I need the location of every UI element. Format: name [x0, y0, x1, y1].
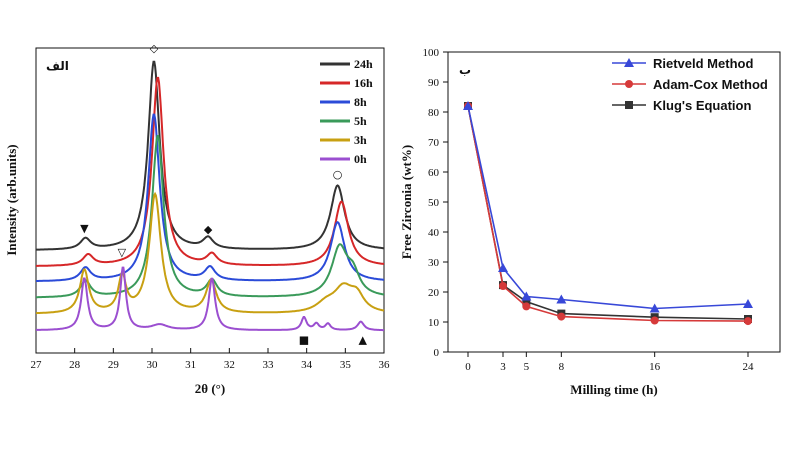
- zr-y-tick-label: 100: [423, 47, 440, 59]
- zirconia-x-ticks: 0 3 5 8 16 24: [465, 352, 754, 373]
- zr-point-Adam-Cox Method: [557, 312, 566, 321]
- xrd-series-16h: [36, 76, 385, 267]
- zr-legend-marker-Klug's Equation: [625, 101, 633, 109]
- zirconia-plot-frame: [447, 51, 781, 353]
- xrd-x-tick-label: 35: [340, 359, 352, 371]
- legend-label-16h: 16h: [354, 76, 373, 90]
- zirconia-y-ticks: 0 10 20 30 40 50 60 70 80 90 100: [423, 47, 448, 359]
- zr-x-tick-label: 0: [465, 361, 471, 373]
- legend-label-3h: 3h: [354, 133, 367, 147]
- zr-point-Klug's Equation: [522, 297, 531, 306]
- xrd-series-0h: [36, 266, 384, 332]
- zr-point-Rietveld Method: [521, 291, 532, 301]
- xrd-series-3h: [36, 191, 385, 315]
- zr-legend-label-Rietveld Method: Rietveld Method: [653, 56, 753, 71]
- legend-label-5h: 5h: [354, 114, 367, 128]
- zr-x-tick-label: 3: [500, 361, 506, 373]
- zirconia-panel-label: ب: [459, 63, 471, 77]
- zr-x-tick-label: 8: [559, 361, 565, 373]
- xrd-x-axis-label: 2θ (°): [195, 381, 225, 396]
- zr-point-Adam-Cox Method: [650, 316, 659, 325]
- phase-marker: ▲: [358, 333, 367, 346]
- zr-x-tick-label: 24: [743, 361, 755, 373]
- xrd-series-group: [36, 60, 385, 332]
- xrd-series-24h: [36, 60, 384, 251]
- zr-x-tick-label: 5: [524, 361, 530, 373]
- zr-point-Adam-Cox Method: [522, 302, 531, 311]
- legend-label-0h: 0h: [354, 152, 367, 166]
- xrd-plot-frame: [35, 47, 385, 354]
- zr-y-tick-label: 50: [428, 197, 440, 209]
- xrd-x-tick-label: 30: [147, 359, 159, 371]
- xrd-panel-label: الف: [46, 59, 69, 73]
- phase-marker: ◇: [150, 42, 159, 55]
- legend-label-24h: 24h: [354, 57, 373, 71]
- zr-point-Rietveld Method: [649, 303, 660, 313]
- phase-marker: ■: [299, 333, 309, 346]
- zr-point-Rietveld Method: [498, 263, 508, 272]
- phase-marker: ○: [333, 168, 343, 181]
- zr-point-Rietveld Method: [556, 294, 567, 304]
- zr-y-tick-label: 60: [428, 167, 440, 179]
- xrd-x-tick-label: 29: [108, 359, 120, 371]
- xrd-x-tick-label: 33: [263, 359, 275, 371]
- legend-label-8h: 8h: [354, 95, 367, 109]
- zr-line-Adam-Cox Method: [467, 105, 749, 322]
- zr-y-tick-label: 20: [428, 287, 440, 299]
- xrd-x-tick-label: 34: [301, 359, 313, 371]
- zr-y-tick-label: 90: [428, 77, 440, 89]
- zr-y-tick-label: 10: [428, 317, 440, 329]
- zirconia-series-group: [463, 101, 753, 326]
- zirconia-panel: 0 10 20 30 40 50 60 70 80 90 100 0 3 5 8 16 24 Rietveld…: [399, 47, 781, 397]
- phase-marker: ▼: [80, 222, 89, 235]
- zr-x-tick-label: 16: [649, 361, 661, 373]
- xrd-legend: 24h 16h 8h 5h 3h 0h: [320, 57, 373, 166]
- xrd-panel: ▼ ◇ ◆ ○ ▽ ■ ▲ 27 28 29 30 31 32 33 34 35 36 24h 16h 8h 5h 3…: [4, 42, 390, 396]
- xrd-y-axis-label: Intensity (arb.units): [4, 144, 19, 255]
- zr-legend-label-Klug's Equation: Klug's Equation: [653, 98, 751, 113]
- xrd-x-tick-label: 36: [379, 359, 391, 371]
- zr-point-Rietveld Method: [743, 299, 753, 308]
- zirconia-y-axis-label: Free Zirconia (wt%): [399, 145, 414, 259]
- xrd-series-8h: [36, 113, 384, 282]
- xrd-phase-markers: ▼ ◇ ◆ ○ ▽ ■ ▲: [80, 42, 367, 347]
- zr-legend-marker-Rietveld Method: [624, 58, 634, 67]
- phase-marker: ▽: [118, 246, 127, 259]
- zr-y-tick-label: 30: [428, 257, 440, 269]
- zr-y-tick-label: 80: [428, 107, 440, 119]
- zr-line-Klug's Equation: [467, 105, 749, 320]
- xrd-x-tick-label: 28: [69, 359, 81, 371]
- xrd-x-tick-label: 27: [31, 359, 43, 371]
- zr-point-Adam-Cox Method: [744, 317, 752, 326]
- xrd-x-tick-label: 31: [185, 359, 196, 371]
- zr-y-tick-label: 0: [434, 347, 440, 359]
- xrd-x-tick-label: 32: [224, 359, 235, 371]
- zirconia-x-axis-label: Milling time (h): [570, 382, 657, 397]
- zr-legend-marker-Adam-Cox Method: [625, 80, 633, 88]
- xrd-x-ticks: 27 28 29 30 31 32 33 34 35 36: [31, 348, 391, 371]
- zr-y-tick-label: 70: [428, 137, 440, 149]
- zr-point-Rietveld Method: [463, 101, 473, 110]
- phase-marker: ◆: [204, 223, 213, 236]
- zr-legend-label-Adam-Cox Method: Adam-Cox Method: [653, 77, 768, 92]
- zr-y-tick-label: 40: [428, 227, 440, 239]
- zr-line-Rietveld Method: [467, 105, 749, 310]
- zirconia-legend: Rietveld Method Adam-Cox Method Klug's Equ…: [612, 56, 768, 113]
- zr-point-Adam-Cox Method: [499, 282, 507, 290]
